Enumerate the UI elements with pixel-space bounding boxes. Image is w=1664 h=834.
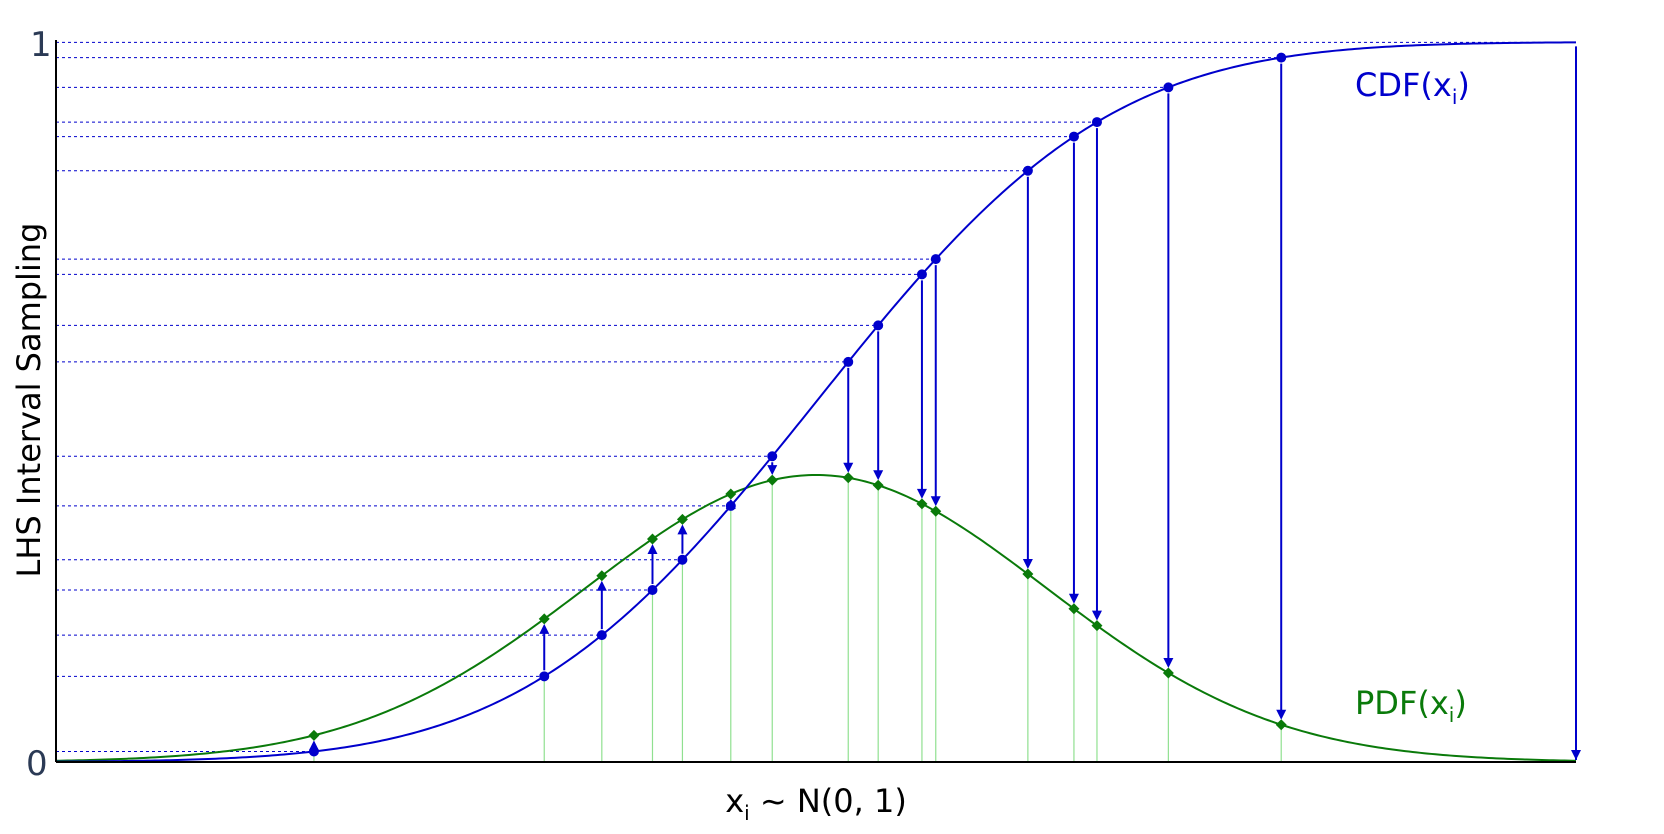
arrow-head [677, 524, 688, 535]
pdf-point [766, 474, 778, 486]
pdf-point [872, 479, 884, 491]
pdf-point [538, 613, 550, 625]
cdf-point [930, 254, 941, 265]
cdf-point [1276, 52, 1287, 63]
arrow-head [843, 462, 854, 473]
cdf-level-lines [56, 41, 1576, 752]
pdf-point [930, 505, 942, 517]
cdf-point [1068, 131, 1079, 142]
series-label-pdf: PDF(xi) [1355, 684, 1467, 727]
sampling-arrows [308, 46, 1581, 760]
cdf-point [725, 500, 736, 511]
pdf-point [1162, 667, 1174, 679]
cdf-curve [55, 41, 1577, 763]
pdf-point [646, 533, 658, 545]
arrow-head [916, 488, 927, 499]
arrow-head [1068, 593, 1079, 604]
cdf-point [1163, 82, 1174, 93]
curves [55, 41, 1577, 763]
sample-markers [308, 52, 1287, 757]
pdf-point [916, 498, 928, 510]
cdf-point [1022, 165, 1033, 176]
cdf-point [308, 746, 319, 757]
pdf-curve [55, 473, 1577, 762]
arrow-head [873, 470, 884, 481]
series-label-cdf: CDF(xi) [1355, 66, 1470, 109]
y-tick-label: 0 [26, 744, 48, 784]
pdf-point [1068, 603, 1080, 615]
arrow-head [1571, 750, 1581, 760]
arrow-head [1163, 657, 1174, 668]
cdf-point [767, 451, 778, 462]
cdf-point [677, 554, 688, 565]
arrow-head [539, 623, 550, 634]
cdf-point [873, 320, 884, 331]
arrow-head [1022, 559, 1033, 570]
pdf-point [1022, 568, 1034, 580]
x-axis-label: xi ~ N(0, 1) [725, 782, 907, 825]
cdf-point [843, 356, 854, 367]
cdf-point [916, 269, 927, 280]
y-axis-label: LHS Interval Sampling [10, 223, 48, 578]
cdf-point [647, 585, 658, 596]
arrow-head [930, 496, 941, 507]
arrow-head [596, 580, 607, 591]
pdf-point [1091, 620, 1103, 632]
pdf-stems [313, 477, 1282, 762]
cdf-point [1091, 117, 1102, 128]
arrow-head [647, 543, 658, 554]
cdf-point [539, 671, 550, 682]
pdf-point [725, 488, 737, 500]
cdf-point [596, 630, 607, 641]
pdf-point [842, 472, 854, 484]
pdf-point [676, 513, 688, 525]
y-tick-label: 1 [30, 25, 52, 65]
arrow-head [1091, 610, 1102, 621]
pdf-point [596, 570, 608, 582]
arrow-head [1276, 709, 1287, 720]
pdf-point [1275, 719, 1287, 731]
arrow-head [767, 465, 778, 476]
pdf-point [308, 729, 320, 741]
